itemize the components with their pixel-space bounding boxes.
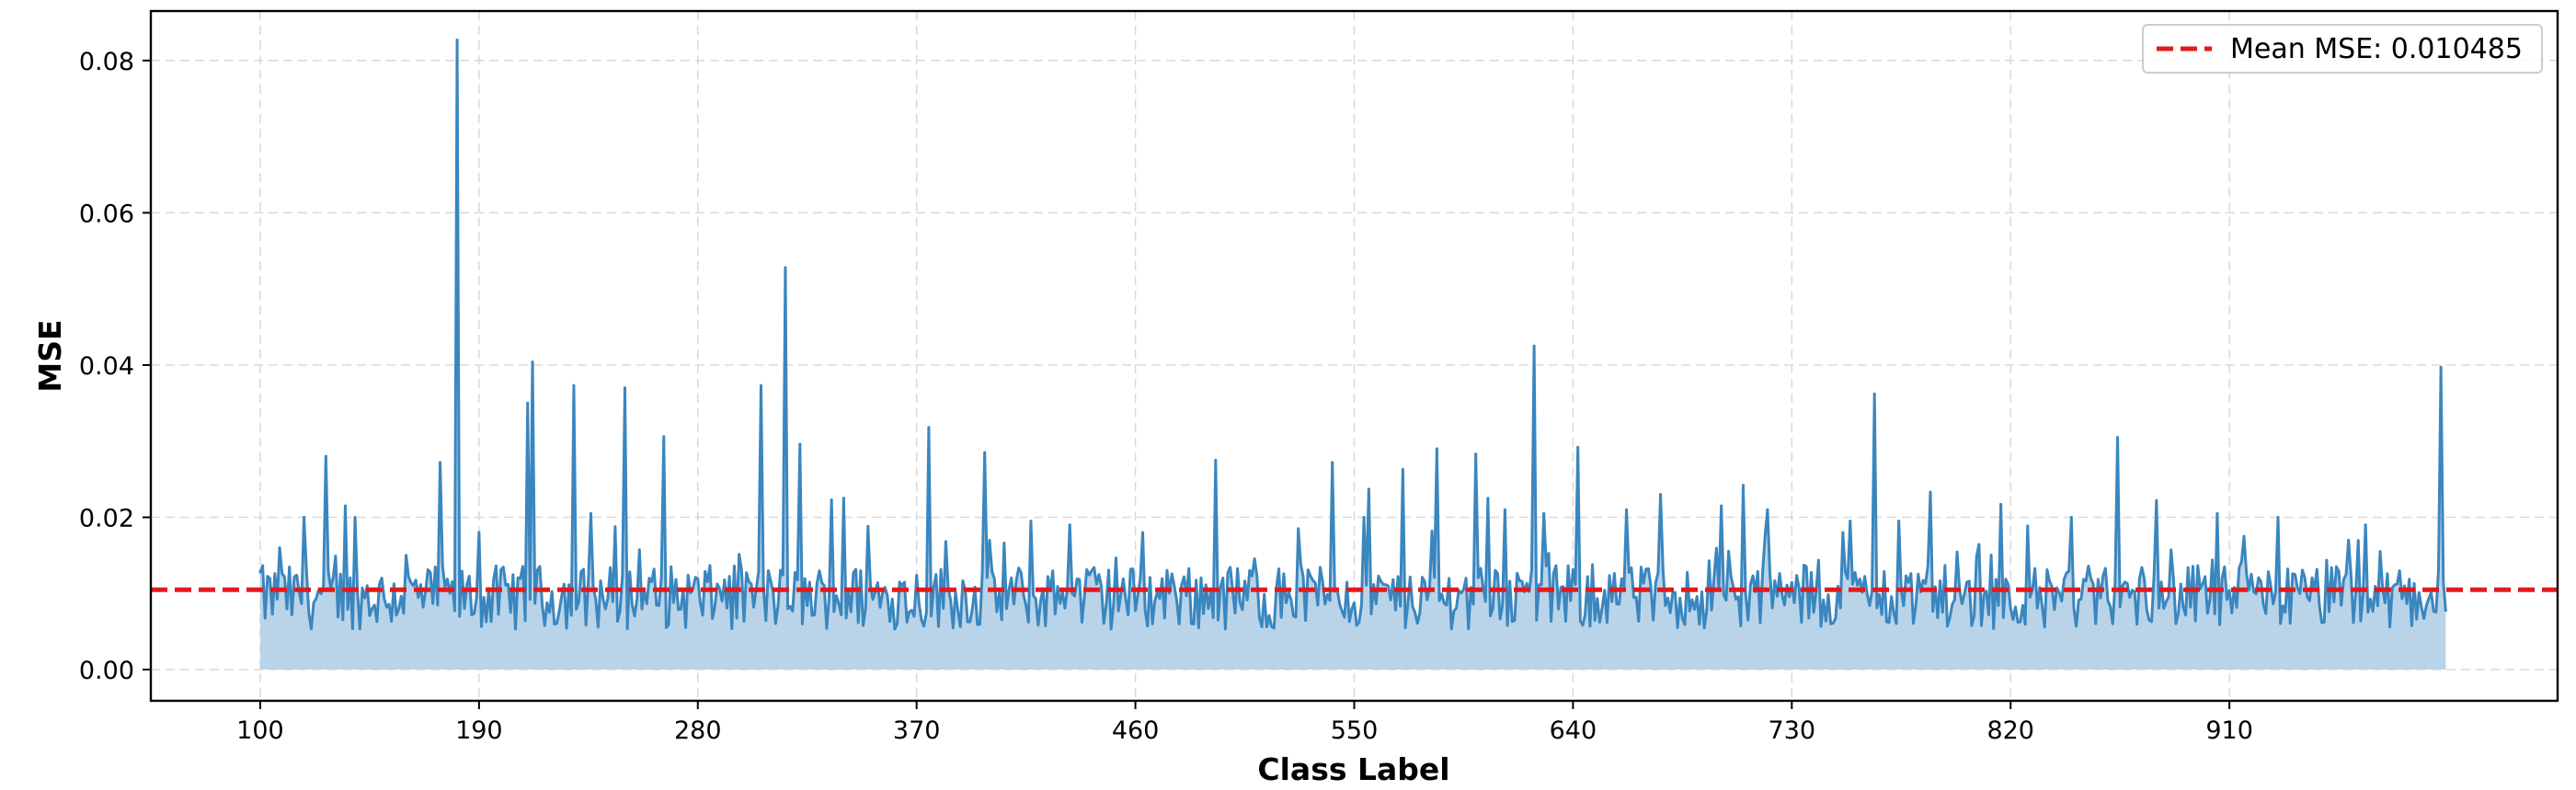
series-point (439, 461, 442, 464)
series-point (526, 401, 530, 405)
x-tick-label: 190 (455, 716, 503, 745)
series-point (2069, 515, 2073, 519)
series-point (1872, 392, 1876, 395)
series-point (1331, 461, 1334, 464)
series-point (1474, 452, 1478, 456)
series-point (531, 361, 534, 364)
series-point (1532, 344, 1536, 348)
series-point (623, 386, 626, 390)
x-tick-label: 730 (1769, 716, 1816, 745)
mse-series-line (258, 38, 2447, 631)
x-tick-label: 280 (674, 716, 722, 745)
series-point (927, 426, 931, 429)
series-point (2439, 365, 2443, 369)
series-point (477, 531, 481, 534)
series-area-fill (259, 40, 2446, 670)
series-point (405, 554, 408, 557)
x-tick-label: 640 (1550, 716, 1597, 745)
series-point (1542, 511, 1546, 515)
series-point (2242, 534, 2246, 538)
x-axis-title: Class Label (1257, 751, 1449, 787)
series-point (1367, 487, 1370, 491)
series-point (983, 451, 987, 454)
series-point (1720, 504, 1723, 508)
x-tick-label: 370 (893, 716, 941, 745)
series-point (278, 546, 281, 550)
series-point (1141, 531, 1145, 534)
series-point (1741, 484, 1745, 487)
series-point (760, 384, 763, 387)
series-point (1841, 531, 1845, 534)
series-line-layer (258, 38, 2447, 631)
series-point (798, 442, 802, 446)
series-point (343, 504, 347, 508)
series-point (455, 38, 459, 41)
series-point (572, 384, 576, 387)
series-point (1214, 458, 1218, 462)
y-axis-title: MSE (32, 319, 68, 392)
series-area-layer (259, 40, 2446, 670)
series-point (2364, 523, 2367, 527)
series-point (1297, 527, 1300, 531)
series-point (1849, 520, 1852, 523)
series-point (1999, 502, 2003, 506)
series-point (1435, 447, 1438, 451)
series-point (589, 511, 592, 515)
series-point (841, 497, 845, 500)
series-point (2215, 511, 2219, 515)
series-point (2276, 515, 2280, 519)
series-point (662, 435, 666, 439)
series-point (303, 515, 306, 519)
series-point (1486, 497, 1490, 500)
series-point (1659, 493, 1663, 497)
series-point (1401, 467, 1404, 471)
series-point (1897, 520, 1901, 523)
x-tick-label: 820 (1986, 716, 2034, 745)
series-point (1029, 520, 1033, 523)
y-tick-label: 0.06 (79, 200, 134, 228)
series-point (1362, 515, 1366, 519)
series-point (784, 266, 787, 269)
series-point (830, 498, 833, 501)
series-point (353, 515, 357, 519)
y-tick-label: 0.08 (79, 48, 134, 76)
y-tick-label: 0.00 (79, 657, 134, 685)
legend-box (2142, 24, 2543, 74)
y-tick-label: 0.02 (79, 504, 134, 532)
series-point (1503, 508, 1506, 511)
legend: Mean MSE: 0.010485 (2142, 24, 2543, 74)
series-point (1625, 508, 1629, 511)
series-point (866, 524, 870, 528)
series-point (258, 570, 262, 574)
x-tick-label: 910 (2205, 716, 2253, 745)
x-axis: 100 190 280 370 460 550 640 730 820 910 (236, 701, 2253, 745)
series-point (1068, 523, 1071, 527)
legend-mean-label: Mean MSE: 0.010485 (2230, 33, 2523, 65)
series-point (1766, 508, 1769, 511)
x-tick-label: 460 (1112, 716, 1160, 745)
series-point (2155, 498, 2158, 502)
x-tick-label: 550 (1331, 716, 1379, 745)
x-tick-label: 100 (236, 716, 284, 745)
series-point (2116, 436, 2120, 440)
series-point (324, 454, 327, 458)
series-point (1576, 445, 1580, 449)
y-axis: 0.00 0.02 0.04 0.06 0.08 (79, 48, 151, 685)
y-tick-label: 0.04 (79, 352, 134, 381)
series-point (1929, 490, 1932, 494)
